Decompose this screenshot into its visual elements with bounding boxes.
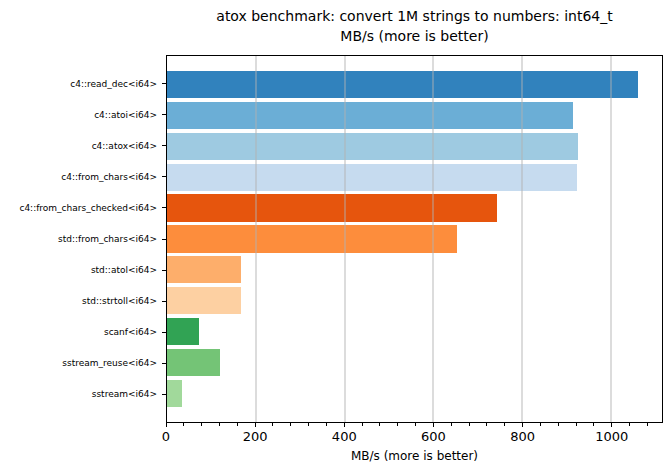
bar-row bbox=[167, 254, 662, 285]
bar-row bbox=[167, 131, 662, 162]
bar bbox=[167, 256, 241, 283]
y-axis-labels: c4::read_dec<i64>c4::atoi<i64>c4::atox<i… bbox=[0, 55, 166, 423]
y-tick-label: sstream_reuse<i64> bbox=[62, 358, 162, 368]
y-label-row: c4::from_chars_checked<i64> bbox=[0, 192, 166, 223]
x-tick-mark bbox=[415, 423, 416, 426]
chart-title-line1: atox benchmark: convert 1M strings to nu… bbox=[166, 6, 663, 26]
y-tick-label: c4::read_dec<i64> bbox=[70, 79, 162, 89]
y-label-row: std::atol<i64> bbox=[0, 255, 166, 286]
x-tick-mark bbox=[344, 423, 345, 427]
x-tick-mark bbox=[272, 423, 273, 426]
figure: atox benchmark: convert 1M strings to nu… bbox=[0, 0, 672, 475]
y-label-row: c4::atoi<i64> bbox=[0, 99, 166, 130]
bar-row bbox=[167, 100, 662, 131]
y-label-row: scanf<i64> bbox=[0, 317, 166, 348]
x-tick-mark bbox=[290, 423, 291, 426]
y-tick-label: c4::atox<i64> bbox=[92, 141, 162, 151]
bar bbox=[167, 102, 573, 129]
y-label-row: std::from_chars<i64> bbox=[0, 223, 166, 254]
bar bbox=[167, 318, 199, 345]
x-axis-ticks: 02004006008001000 bbox=[166, 423, 663, 449]
x-tick-mark bbox=[593, 423, 594, 426]
y-label-row: sstream<i64> bbox=[0, 379, 166, 410]
x-tick-mark bbox=[629, 423, 630, 426]
x-tick-mark bbox=[469, 423, 470, 426]
x-tick-label: 1000 bbox=[595, 429, 628, 444]
x-tick-mark bbox=[183, 423, 184, 426]
x-tick-mark bbox=[558, 423, 559, 426]
bar-row bbox=[167, 347, 662, 378]
x-axis-label: MB/s (more is better) bbox=[166, 449, 663, 463]
bar-row bbox=[167, 193, 662, 224]
y-tick-label: c4::from_chars_checked<i64> bbox=[19, 203, 162, 213]
bar bbox=[167, 164, 577, 191]
x-tick-mark bbox=[451, 423, 452, 426]
x-tick-mark bbox=[362, 423, 363, 426]
bar bbox=[167, 287, 241, 314]
x-tick-label: 600 bbox=[421, 429, 446, 444]
x-tick-mark bbox=[540, 423, 541, 426]
bar-row bbox=[167, 224, 662, 255]
bar-row bbox=[167, 162, 662, 193]
y-label-row: c4::from_chars<i64> bbox=[0, 161, 166, 192]
y-tick-label: c4::atoi<i64> bbox=[94, 110, 162, 120]
chart-title: atox benchmark: convert 1M strings to nu… bbox=[166, 6, 663, 46]
x-tick-mark bbox=[504, 423, 505, 426]
y-label-row: c4::atox<i64> bbox=[0, 130, 166, 161]
y-tick-label: std::atol<i64> bbox=[91, 265, 162, 275]
y-tick-label: scanf<i64> bbox=[104, 327, 162, 337]
x-tick-mark bbox=[326, 423, 327, 426]
x-tick-label: 400 bbox=[332, 429, 357, 444]
x-tick-mark bbox=[237, 423, 238, 426]
x-tick-mark bbox=[166, 423, 167, 427]
bar-row bbox=[167, 69, 662, 100]
y-label-row: sstream_reuse<i64> bbox=[0, 348, 166, 379]
y-label-row: c4::read_dec<i64> bbox=[0, 68, 166, 99]
x-tick-label: 0 bbox=[162, 429, 170, 444]
x-tick-mark bbox=[576, 423, 577, 426]
y-tick-label: c4::from_chars<i64> bbox=[61, 172, 162, 182]
y-tick-label: std::from_chars<i64> bbox=[58, 234, 162, 244]
bar bbox=[167, 380, 182, 407]
x-tick-label: 800 bbox=[510, 429, 535, 444]
x-tick-label: 200 bbox=[243, 429, 268, 444]
x-tick-mark bbox=[611, 423, 612, 427]
bar bbox=[167, 349, 220, 376]
x-tick-mark bbox=[397, 423, 398, 426]
y-tick-label: sstream<i64> bbox=[92, 389, 162, 399]
bar bbox=[167, 225, 457, 252]
x-tick-mark bbox=[522, 423, 523, 427]
bar-row bbox=[167, 316, 662, 347]
x-tick-mark bbox=[379, 423, 380, 426]
bar-row bbox=[167, 378, 662, 409]
x-tick-mark bbox=[486, 423, 487, 426]
plot-area bbox=[166, 55, 663, 423]
x-tick-mark bbox=[219, 423, 220, 426]
x-tick-mark bbox=[647, 423, 648, 426]
bar bbox=[167, 194, 497, 221]
x-tick-mark bbox=[201, 423, 202, 426]
x-tick-mark bbox=[433, 423, 434, 427]
x-tick-mark bbox=[255, 423, 256, 427]
y-tick-label: std::strtoll<i64> bbox=[82, 296, 162, 306]
bar-row bbox=[167, 285, 662, 316]
bars-container bbox=[167, 56, 662, 422]
x-tick-mark bbox=[308, 423, 309, 426]
bar bbox=[167, 133, 578, 160]
chart-title-line2: MB/s (more is better) bbox=[166, 26, 663, 46]
bar bbox=[167, 71, 638, 98]
y-label-row: std::strtoll<i64> bbox=[0, 286, 166, 317]
